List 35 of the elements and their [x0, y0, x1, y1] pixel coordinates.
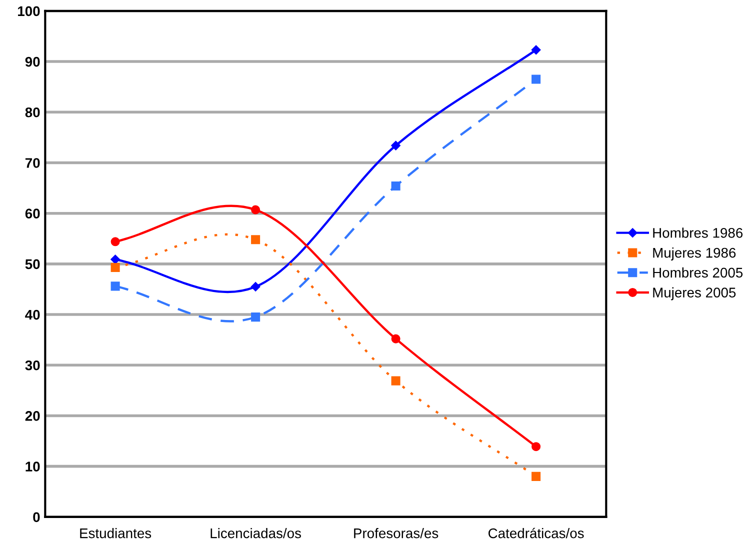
point [110, 282, 120, 291]
point [110, 254, 120, 264]
y-tick-label: 30 [25, 360, 40, 370]
y-tick-label: 70 [25, 158, 40, 168]
y-tick-label: 0 [33, 512, 40, 522]
point [532, 74, 541, 84]
legend-label: Mujeres 1986 [653, 248, 736, 260]
point [251, 312, 260, 322]
legend-label: Mujeres 2005 [653, 287, 736, 300]
point [251, 235, 260, 244]
y-tick-label: 90 [25, 56, 40, 67]
x-tick-label: Catedráticas/os [488, 528, 584, 538]
point [531, 45, 541, 55]
y-tick-label: 40 [25, 310, 40, 320]
x-tick-label: Licenciadas/os [210, 528, 301, 538]
legend-label: Hombres 1986 [653, 228, 743, 238]
x-tick-label: Estudiantes [80, 528, 152, 538]
point [391, 334, 400, 344]
y-tick-label: 50 [25, 259, 40, 270]
x-tick-label: Profesoras/es [354, 528, 438, 538]
point [391, 181, 400, 191]
legend-label: Hombres 2005 [653, 267, 743, 278]
point [110, 237, 120, 246]
y-tick-label: 80 [25, 107, 40, 118]
y-tick-label: 60 [25, 208, 40, 218]
y-tick-label: 100 [18, 6, 40, 16]
point [532, 442, 541, 452]
point [532, 472, 541, 481]
point [391, 140, 400, 150]
point [391, 376, 400, 386]
point [250, 282, 260, 292]
point [110, 262, 120, 272]
point [251, 205, 260, 214]
y-tick-label: 20 [25, 411, 40, 421]
y-tick-label: 10 [26, 462, 40, 472]
